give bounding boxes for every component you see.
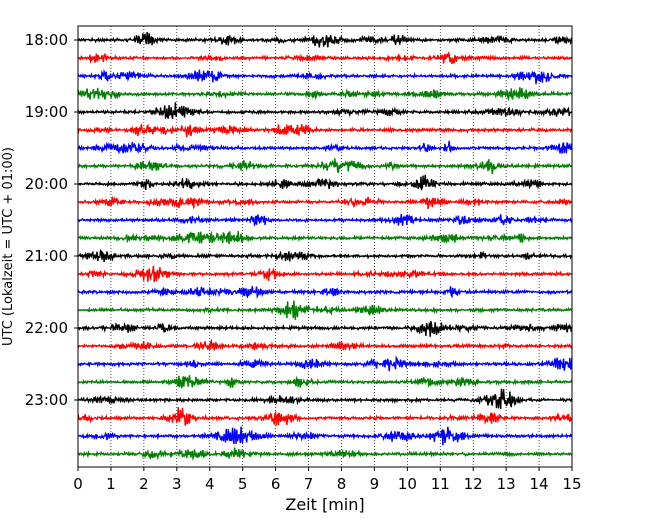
x-tick-label: 10 — [398, 475, 417, 493]
trace-line — [77, 214, 573, 227]
trace-line — [77, 230, 573, 245]
trace-line — [77, 300, 573, 320]
x-tick-label: 5 — [238, 475, 248, 493]
x-tick-label: 7 — [304, 475, 314, 493]
x-tick-label: 0 — [73, 475, 83, 493]
x-tick-label: 3 — [172, 475, 182, 493]
y-tick-label: 20:00 — [25, 175, 68, 193]
trace-line — [77, 123, 573, 138]
trace-line — [77, 140, 573, 155]
y-tick-label: 19:00 — [25, 103, 68, 121]
trace-line — [77, 265, 573, 283]
plot-frame — [77, 25, 573, 468]
x-axis: 0 1 2 3 4 5 6 7 8 9 10 11 12 13 14 15 — [73, 467, 582, 493]
y-axis: 18:00 19:00 20:00 21:00 22:00 23:00 — [25, 31, 78, 409]
trace-line — [77, 158, 573, 174]
y-tick-label: 23:00 — [25, 391, 68, 409]
x-tick-label: 15 — [562, 475, 581, 493]
trace-line — [77, 87, 573, 102]
trace-line — [77, 375, 573, 389]
x-tick-label: 11 — [431, 475, 450, 493]
trace-line — [77, 320, 573, 337]
trace-line — [77, 426, 573, 446]
trace-line — [77, 196, 573, 209]
trace-line — [77, 355, 573, 372]
trace-line — [77, 102, 573, 120]
y-tick-label: 18:00 — [25, 31, 68, 49]
x-axis-label: Zeit [min] — [285, 495, 364, 514]
y-tick-label: 21:00 — [25, 247, 68, 265]
x-tick-label: 8 — [337, 475, 347, 493]
x-tick-label: 6 — [271, 475, 281, 493]
trace-line — [77, 31, 573, 48]
x-tick-label: 2 — [139, 475, 149, 493]
trace-line — [77, 286, 573, 299]
trace-line — [77, 338, 573, 352]
trace-line — [77, 249, 573, 262]
trace-line — [77, 174, 573, 192]
trace-line — [77, 407, 573, 426]
x-tick-label: 4 — [205, 475, 215, 493]
traces — [77, 31, 573, 462]
x-tick-label: 1 — [106, 475, 116, 493]
trace-line — [77, 388, 573, 410]
trace-line — [77, 50, 573, 65]
y-tick-label: 22:00 — [25, 319, 68, 337]
x-tick-label: 9 — [370, 475, 380, 493]
x-tick-label: 14 — [530, 475, 549, 493]
y-axis-label: UTC (Lokalzeit = UTC + 01:00) — [1, 147, 16, 346]
x-tick-label: 13 — [497, 475, 516, 493]
trace-line — [77, 447, 573, 462]
x-tick-label: 12 — [464, 475, 483, 493]
trace-line — [77, 69, 573, 85]
